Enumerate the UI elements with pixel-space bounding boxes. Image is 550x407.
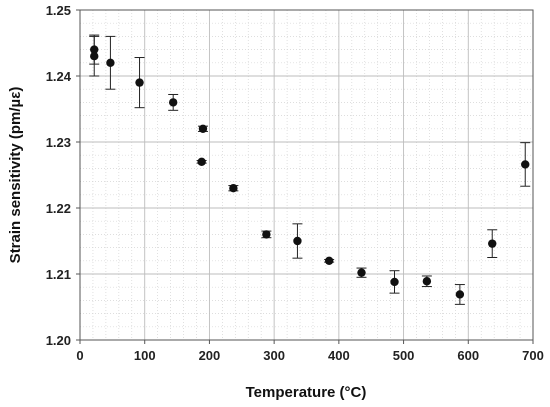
major-grid (80, 10, 533, 340)
data-point (229, 184, 238, 193)
y-tick-label: 1.20 (46, 333, 71, 348)
data-point (262, 230, 271, 239)
data-point (521, 160, 530, 169)
data-point (455, 290, 465, 299)
data-point (198, 124, 208, 133)
x-tick-label: 500 (393, 348, 415, 363)
y-tick-label: 1.21 (46, 267, 71, 282)
data-point (197, 157, 206, 166)
y-tick-label: 1.22 (46, 201, 71, 216)
data-point (106, 58, 115, 67)
x-axis-title: Temperature (°C) (246, 384, 367, 401)
plot-frame (79, 9, 534, 341)
data-point (488, 239, 497, 248)
y-tick-label: 1.23 (46, 135, 71, 150)
data-point (135, 78, 144, 87)
data-point (90, 45, 99, 54)
data-point (324, 256, 334, 265)
x-tick-label: 0 (76, 348, 83, 363)
y-axis-ticks: 1.20 1.21 1.22 1.23 1.24 1.25 (46, 3, 80, 348)
y-tick-label: 1.25 (46, 3, 71, 18)
data-point (390, 277, 399, 287)
data-markers (90, 45, 530, 299)
data-point (422, 277, 432, 286)
error-bars (89, 34, 531, 305)
data-point (90, 52, 99, 61)
x-tick-label: 200 (199, 348, 221, 363)
x-tick-label: 400 (328, 348, 350, 363)
x-tick-label: 300 (263, 348, 285, 363)
data-point (168, 98, 178, 107)
x-tick-label: 600 (457, 348, 479, 363)
x-axis-ticks: 0 100 200 300 400 500 600 700 (76, 340, 544, 363)
y-tick-label: 1.24 (46, 69, 72, 84)
x-tick-label: 100 (134, 348, 156, 363)
minor-grid (80, 10, 533, 340)
data-point (357, 268, 366, 277)
y-axis-title: Strain sensitivity (pm/µε) (7, 87, 24, 264)
data-point (293, 236, 302, 246)
x-tick-label: 700 (522, 348, 544, 363)
